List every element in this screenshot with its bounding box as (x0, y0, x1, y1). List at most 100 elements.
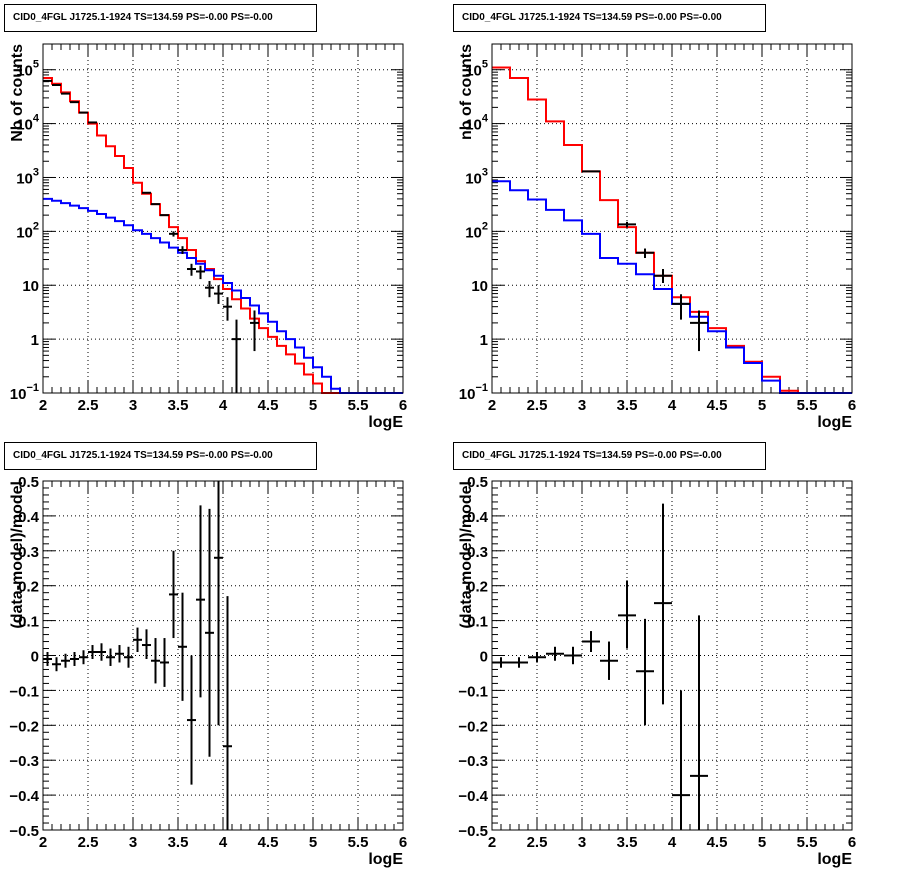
y-tick-label: 104 (16, 113, 40, 134)
y-tick-label: 105 (16, 59, 39, 80)
residual-point (654, 503, 672, 705)
y-tick-exponent: 4 (482, 113, 489, 125)
y-tick-label: 103 (465, 166, 488, 187)
counts-plot-svg: 2 2.5 3 3.5 4 4.5 5 5.5 610−1110102103104105logE… (458, 43, 856, 431)
x-tick-label: 3 (129, 834, 137, 851)
residual-point (79, 650, 88, 665)
y-tick-exponent: −1 (475, 382, 488, 394)
chart-title: CID0_4FGL J1725.1-1924 TS=134.59 PS=-0.0… (453, 4, 766, 32)
y-tick-label: 0.2 (467, 579, 488, 596)
plot-frame (42, 480, 404, 831)
x-tick-label: 3.5 (617, 397, 638, 414)
residual-point (169, 550, 178, 639)
residual-point (672, 690, 690, 830)
residual-point (142, 629, 151, 659)
data-point (169, 231, 178, 237)
chart-panel-bottom-left: CID0_4FGL J1725.1-1924 TS=134.59 PS=-0.0… (0, 437, 449, 875)
histogram-series-line (492, 180, 852, 394)
residual-point (564, 646, 582, 665)
residual-point (97, 643, 106, 661)
residual-point (492, 657, 510, 668)
y-tick-label: 102 (16, 220, 39, 241)
x-tick-label: 5.5 (348, 834, 369, 851)
data-point (250, 310, 259, 352)
y-tick-label: 105 (465, 59, 488, 80)
y-tick-base: 10 (459, 386, 476, 403)
y-tick-label: 0 (480, 649, 488, 666)
x-tick-label: 6 (399, 834, 407, 851)
y-axis-title: (data-model)/model (9, 481, 26, 629)
x-tick-label: 6 (399, 397, 407, 414)
residual-plot-svg: 2 2.5 3 3.5 4 4.5 5 5.5 6 −0.5 −0.4 −0.3 −0.2 −0.1 0 0.… (9, 474, 407, 868)
plot-frame (491, 480, 853, 831)
y-tick-label: −0.5 (458, 823, 488, 840)
x-tick-label: 5 (309, 397, 317, 414)
data-point (618, 221, 636, 228)
residual-point (618, 580, 636, 649)
y-tick-exponent: 2 (33, 220, 39, 232)
y-tick-label: −0.3 (458, 753, 488, 770)
y-tick-label: 0.5 (467, 474, 488, 491)
y-tick-label: 102 (465, 220, 488, 241)
residual-point (223, 596, 232, 830)
x-tick-label: 3.5 (168, 397, 189, 414)
y-tick-base: 10 (16, 170, 33, 187)
residual-point (196, 505, 205, 698)
x-tick-label: 2 (39, 834, 47, 851)
y-tick-exponent: 2 (482, 220, 488, 232)
chart-title: CID0_4FGL J1725.1-1924 TS=134.59 PS=-0.0… (4, 4, 317, 32)
y-tick-label: 1 (31, 332, 39, 349)
y-tick-label: 10−1 (459, 382, 488, 403)
residual-point (510, 657, 528, 668)
x-tick-label: 4 (668, 834, 677, 851)
residual-point (187, 655, 196, 785)
x-axis-title: logE (368, 414, 403, 431)
x-tick-label: 5.5 (797, 834, 818, 851)
y-tick-label: 0.3 (467, 544, 488, 561)
residual-point (690, 615, 708, 830)
x-tick-label: 2 (488, 397, 496, 414)
y-tick-label: 0.1 (18, 614, 39, 631)
y-tick-label: 0.4 (18, 509, 40, 526)
x-tick-label: 2.5 (527, 834, 548, 851)
y-tick-label: 10 (471, 278, 488, 295)
y-tick-base: 10 (16, 117, 33, 134)
y-axis-title: (data-model)/model (458, 481, 475, 629)
y-tick-label: −0.1 (458, 683, 488, 700)
x-tick-label: 5 (758, 397, 766, 414)
y-tick-label: 0.2 (18, 579, 39, 596)
y-tick-label: −0.2 (458, 718, 488, 735)
x-tick-label: 6 (848, 834, 856, 851)
data-point (654, 269, 672, 284)
y-tick-base: 10 (465, 63, 482, 80)
residual-point (600, 641, 618, 680)
y-tick-exponent: 5 (482, 59, 488, 71)
x-tick-label: 2.5 (527, 397, 548, 414)
residual-point (115, 645, 124, 663)
x-tick-label: 3.5 (617, 834, 638, 851)
y-tick-exponent: 5 (33, 59, 39, 71)
y-tick-label: 0.4 (467, 509, 489, 526)
plot-area (43, 44, 403, 393)
x-axis-title: logE (817, 414, 852, 431)
x-tick-label: 3 (578, 397, 586, 414)
x-tick-label: 5.5 (797, 397, 818, 414)
residual-point (88, 645, 97, 659)
y-tick-base: 10 (465, 117, 482, 134)
x-tick-label: 2 (39, 397, 47, 414)
y-tick-label: −0.1 (9, 683, 39, 700)
x-axis-title: logE (368, 851, 403, 868)
y-tick-label: −0.5 (9, 823, 39, 840)
x-tick-label: 4.5 (258, 834, 279, 851)
data-point (196, 265, 205, 280)
data-point (232, 319, 241, 393)
residual-point (151, 638, 160, 684)
y-tick-label: 104 (465, 113, 489, 134)
y-tick-exponent: −1 (26, 382, 39, 394)
data-point (223, 297, 232, 321)
y-tick-label: 0.3 (18, 544, 39, 561)
x-tick-label: 3.5 (168, 834, 189, 851)
x-tick-label: 5 (309, 834, 317, 851)
x-tick-label: 3 (129, 397, 137, 414)
y-tick-exponent: 4 (33, 113, 40, 125)
